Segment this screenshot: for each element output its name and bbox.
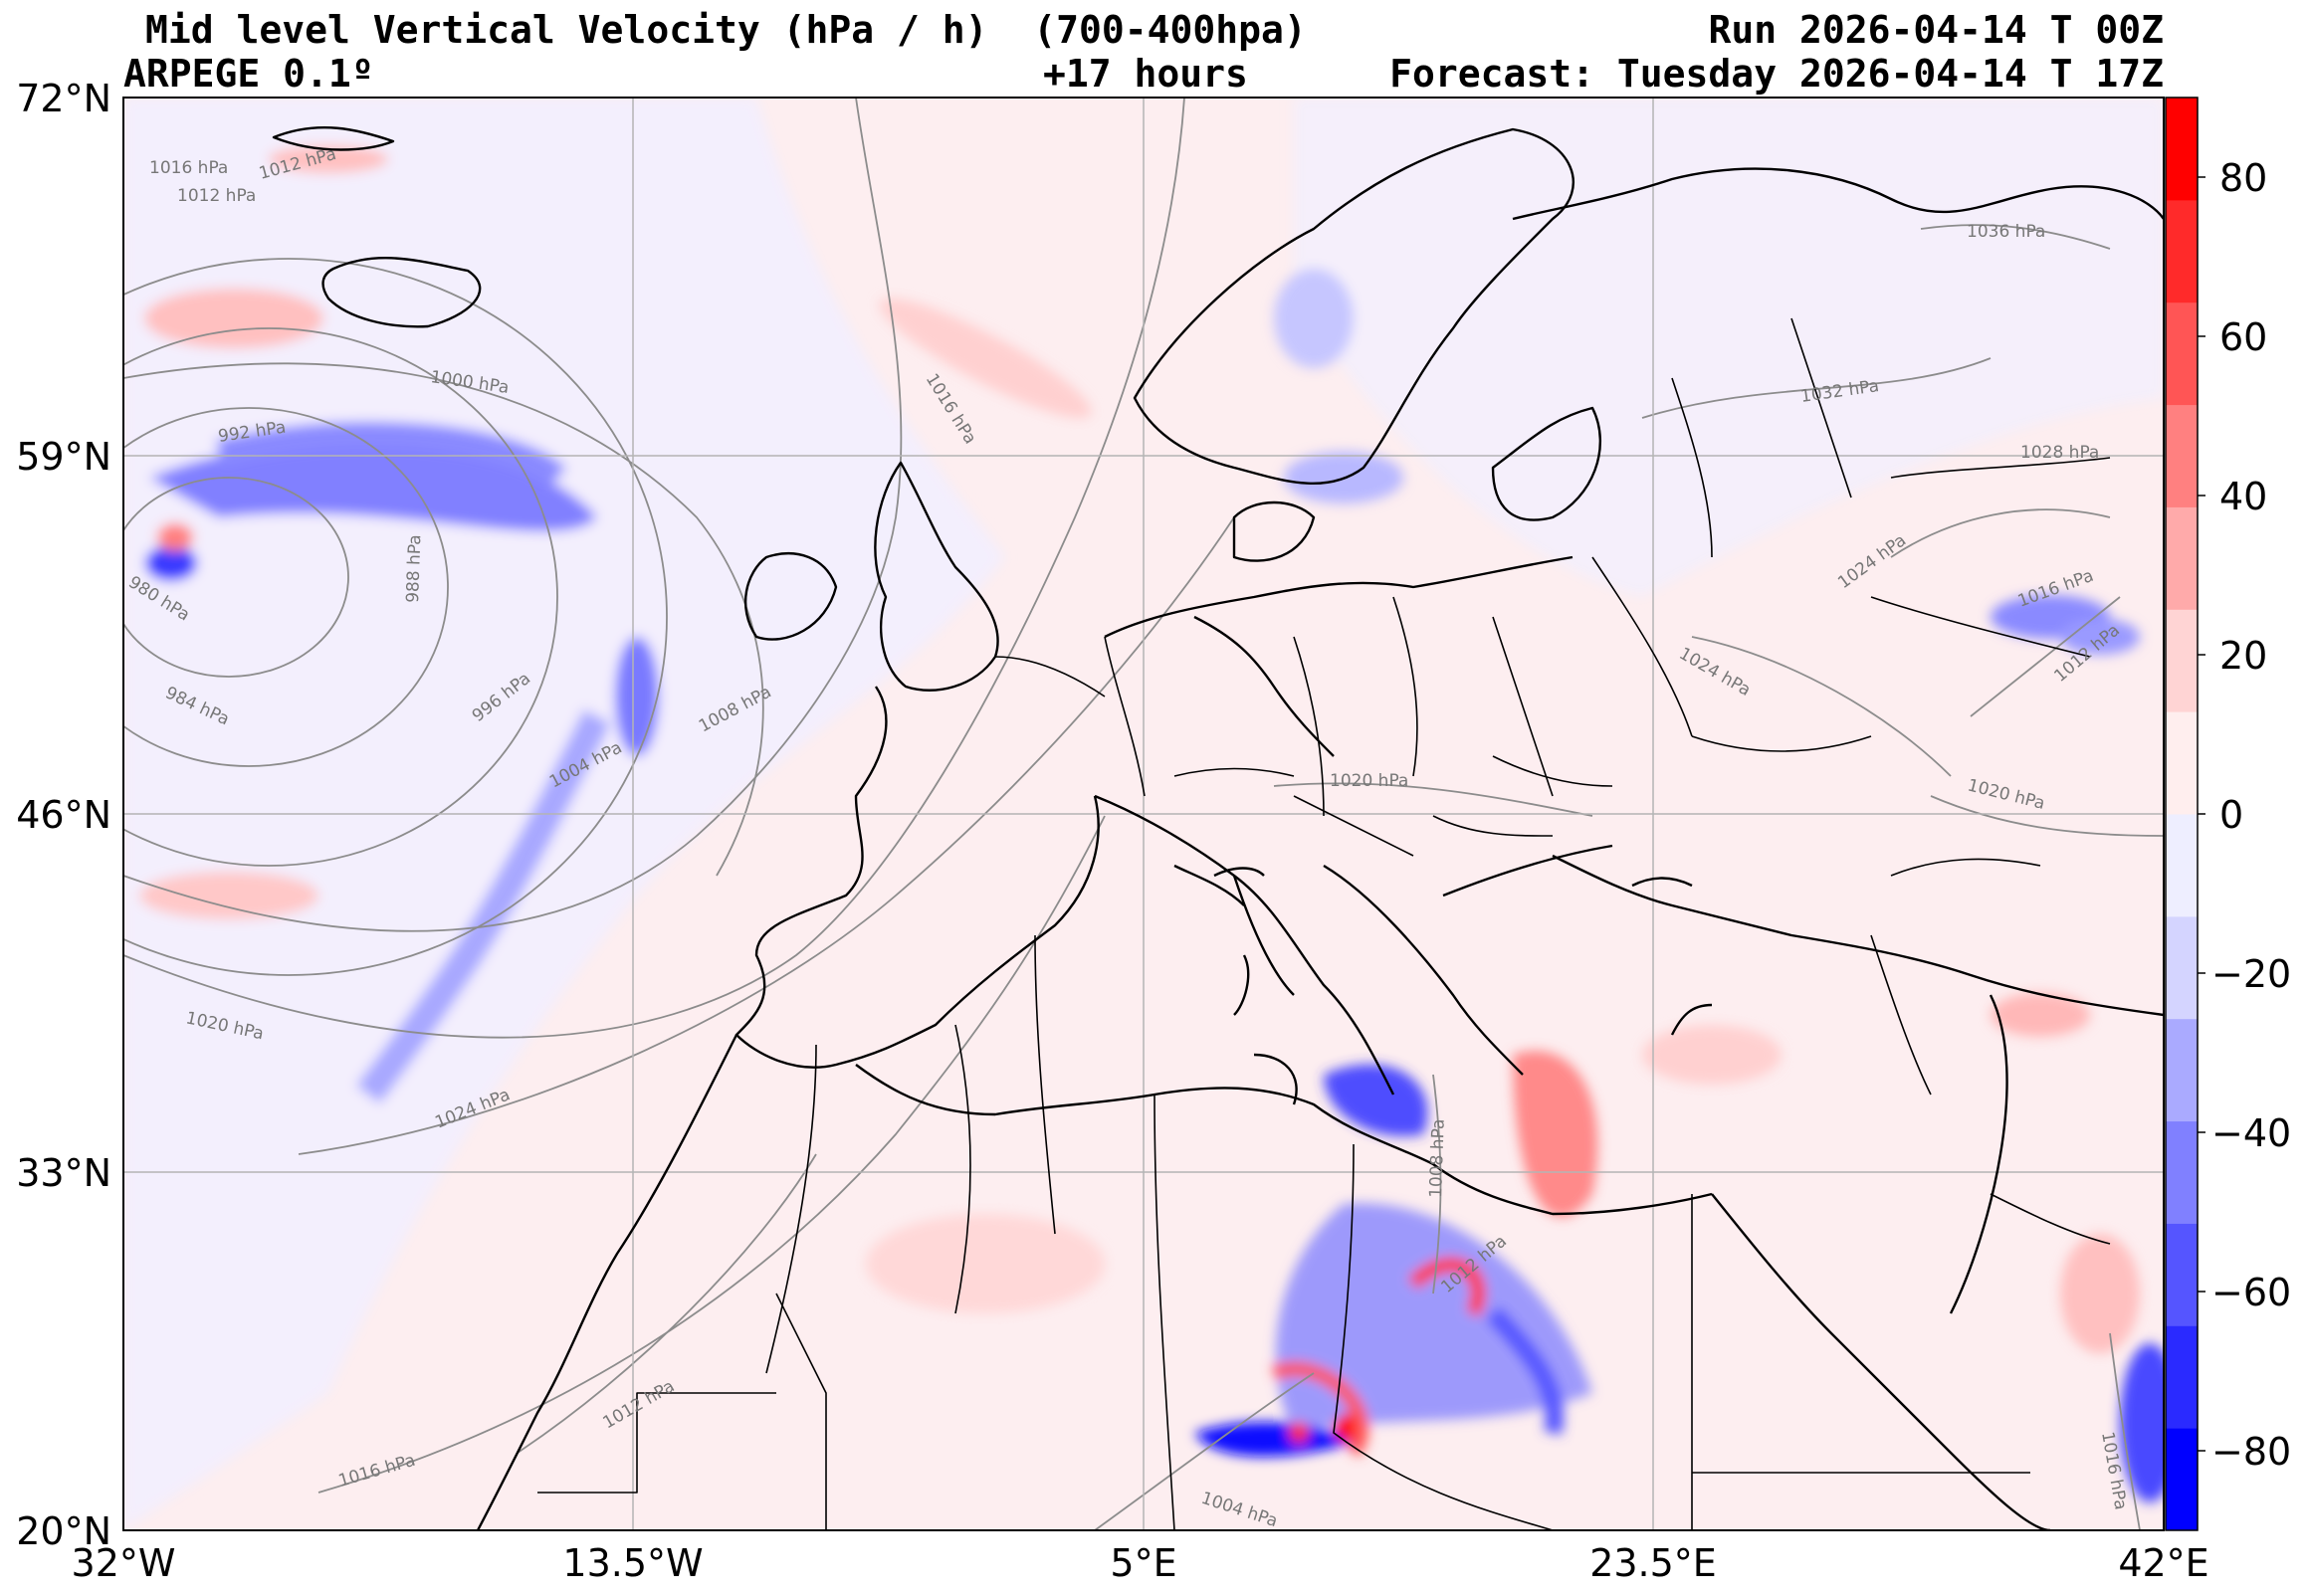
colorbar: 80 60 40 20 0 −20 −40 −60 −80 — [2165, 97, 2291, 1531]
colorbar-band — [2166, 199, 2198, 303]
colorbar-band — [2166, 1120, 2198, 1224]
lat-tick-label: 33°N — [16, 1151, 111, 1195]
colorbar-band — [2166, 1018, 2198, 1122]
map-frame — [122, 97, 2165, 1531]
colorbar-tick-label: −20 — [2211, 952, 2291, 996]
colorbar-tick-label: 40 — [2219, 475, 2267, 518]
colorbar-tick-label: −40 — [2211, 1111, 2291, 1155]
lon-tick-label: 13.5°W — [562, 1541, 703, 1585]
colorbar-bands — [2166, 98, 2198, 1531]
colorbar-band — [2166, 814, 2198, 917]
latitude-ticks: 72°N 59°N 46°N 33°N 20°N — [16, 77, 111, 1553]
colorbar-tick-label: −60 — [2211, 1271, 2291, 1314]
graticule — [123, 98, 2164, 1530]
forecast-valid-label: Forecast: Tuesday 2026-04-14 T 17Z — [1389, 52, 2164, 96]
lon-tick-label: 5°E — [1110, 1541, 1176, 1585]
isobar-label: 1020 hPa — [1330, 771, 1408, 791]
colorbar-band — [2166, 301, 2198, 406]
colorbar-tick-label: 80 — [2219, 156, 2267, 200]
colorbar-tick-label: −80 — [2211, 1430, 2291, 1474]
lon-tick-label: 23.5°E — [1589, 1541, 1717, 1585]
colorbar-band — [2166, 506, 2198, 610]
colorbar-tick-label: 0 — [2219, 793, 2243, 837]
lat-tick-label: 46°N — [16, 793, 111, 837]
colorbar-band — [2166, 711, 2198, 815]
colorbar-band — [2166, 98, 2198, 201]
lat-tick-label: 20°N — [16, 1509, 111, 1553]
colorbar-band — [2166, 1325, 2198, 1429]
colorbar-band — [2166, 404, 2198, 507]
lon-tick-label: 42°E — [2118, 1541, 2208, 1585]
isobar-label: 1036 hPa — [1967, 222, 2045, 242]
colorbar-band — [2166, 609, 2198, 712]
colorbar-band — [2166, 1223, 2198, 1326]
isobar-label: 1028 hPa — [2020, 443, 2099, 463]
isobar-label: 988 hPa — [403, 534, 425, 603]
run-label: Run 2026-04-14 T 00Z — [1708, 8, 2164, 52]
country-borders — [537, 317, 2111, 1530]
isobar-label: 1016 hPa — [149, 158, 228, 178]
isobar-label: 1012 hPa — [177, 186, 256, 206]
lat-tick-label: 72°N — [16, 77, 111, 120]
colorbar-tick-label: 20 — [2219, 634, 2267, 678]
longitude-ticks: 32°W 13.5°W 5°E 23.5°E 42°E — [72, 1541, 2209, 1585]
lat-tick-label: 59°N — [16, 435, 111, 479]
colorbar-ticks — [2198, 176, 2205, 1452]
isobar-label: 1008 hPa — [1426, 1118, 1449, 1198]
colorbar-band — [2166, 915, 2198, 1020]
lead-time-label: +17 hours — [1043, 52, 1248, 96]
isobars — [123, 98, 2164, 1530]
lon-tick-label: 32°W — [72, 1541, 176, 1585]
model-label: ARPEGE 0.1º — [123, 52, 374, 96]
colorbar-tick-label: 60 — [2219, 315, 2267, 359]
colorbar-band — [2166, 1428, 2198, 1531]
chart-title: Mid level Vertical Velocity (hPa / h) (7… — [145, 8, 1307, 52]
coastlines — [272, 126, 2164, 1530]
